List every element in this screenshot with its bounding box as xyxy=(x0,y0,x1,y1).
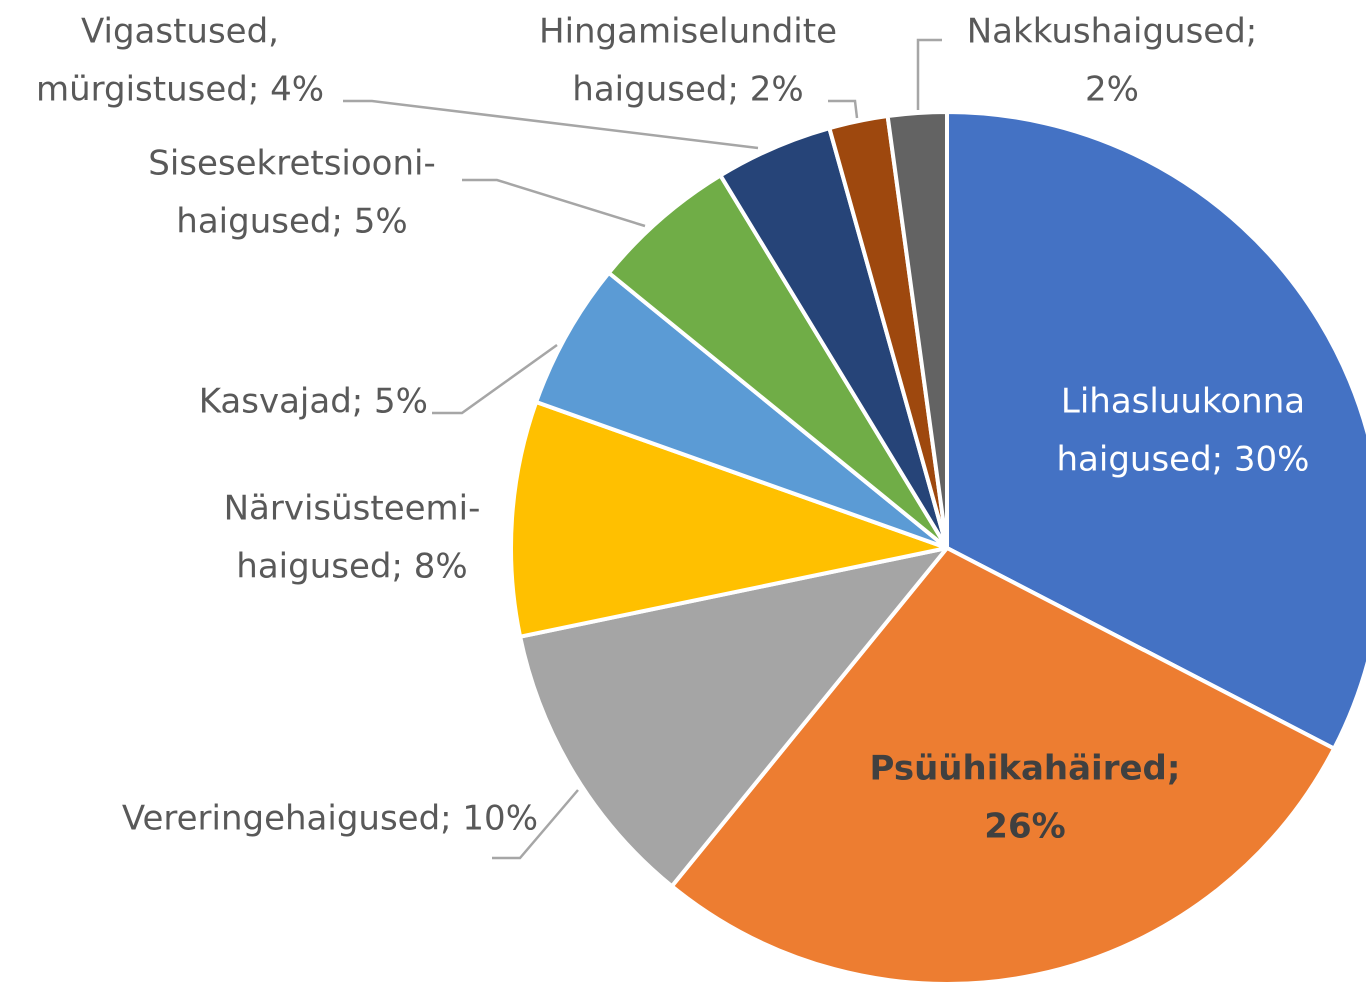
data-label: Psüühikahäired; xyxy=(870,749,1181,789)
data-label: haigused; 30% xyxy=(1056,440,1309,480)
data-label: haigused; 2% xyxy=(572,70,803,110)
data-label: Hingamiselundite xyxy=(539,12,837,52)
leader-line xyxy=(462,178,646,228)
leader-line xyxy=(492,789,579,860)
pie-slice xyxy=(606,173,949,550)
data-label: Vigastused, xyxy=(81,12,279,52)
leader-lines xyxy=(343,38,942,860)
pie-slice xyxy=(509,399,949,639)
pie-slice xyxy=(669,546,1337,984)
leader-line xyxy=(828,99,859,119)
data-label: Nakkushaigused; xyxy=(967,12,1258,52)
data-label: Närvisüsteemi- xyxy=(224,489,481,529)
leader-line xyxy=(432,343,558,415)
data-label: mürgistused; 4% xyxy=(36,70,324,110)
pie-slice xyxy=(534,270,949,550)
data-label: Kasvajad; 5% xyxy=(199,382,428,422)
leader-line xyxy=(343,99,759,150)
data-label: haigused; 5% xyxy=(176,202,407,242)
data-label: Vereringehaigused; 10% xyxy=(122,799,538,839)
pie xyxy=(509,110,1366,984)
pie-slice xyxy=(885,110,949,550)
data-label: 26% xyxy=(984,807,1065,847)
data-label: Sisesekretsiooni- xyxy=(148,144,436,184)
pie-slice xyxy=(945,110,1366,751)
data-label: 2% xyxy=(1085,70,1139,110)
leader-line xyxy=(916,38,942,110)
data-label: Lihasluukonna xyxy=(1061,382,1305,422)
pie-slice xyxy=(518,546,949,889)
data-label: haigused; 8% xyxy=(236,547,467,587)
